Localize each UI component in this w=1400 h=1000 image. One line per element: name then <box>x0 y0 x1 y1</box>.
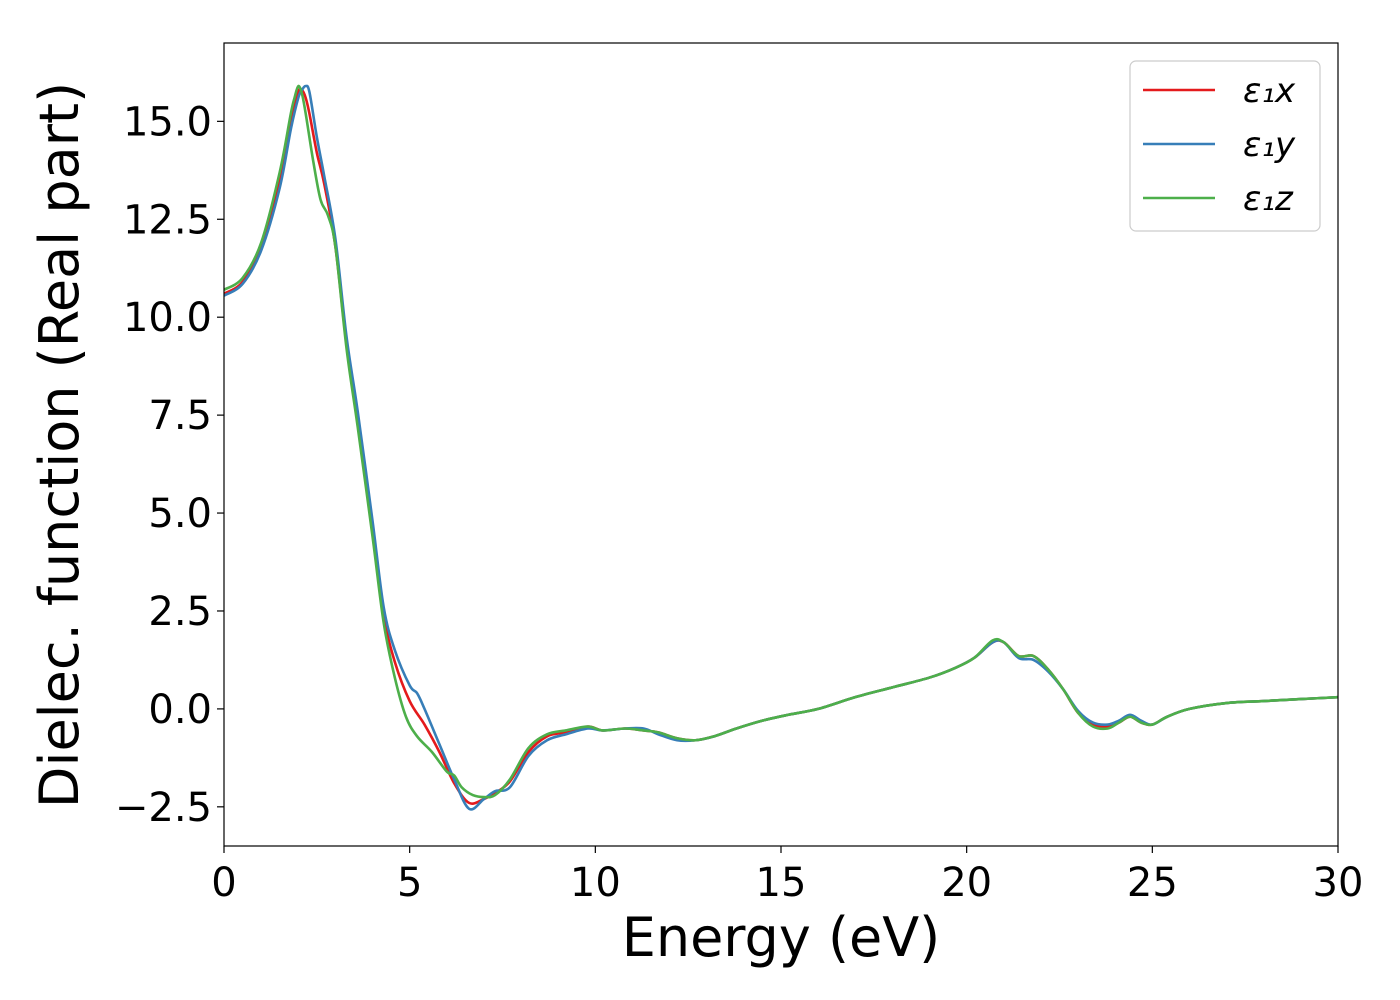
x-tick-label: 0 <box>211 860 236 906</box>
y-tick-label: 0.0 <box>148 687 212 733</box>
x-axis-title: Energy (eV) <box>622 906 941 969</box>
y-tick-label: 12.5 <box>123 197 212 243</box>
y-tick-label: 10.0 <box>123 295 212 341</box>
y-tick-label: 5.0 <box>148 491 212 537</box>
x-tick-label: 5 <box>397 860 422 906</box>
x-axis: 0 5 10 15 20 25 30 <box>211 846 1363 906</box>
series-eps1-z-line <box>224 84 1338 799</box>
legend-label: ε₁z <box>1243 179 1294 219</box>
x-tick-label: 10 <box>570 860 621 906</box>
legend-box <box>1129 60 1321 232</box>
y-tick-label: 2.5 <box>148 589 212 635</box>
y-axis: −2.5 0.0 2.5 5.0 7.5 10.0 12.5 15.0 <box>115 99 224 831</box>
y-tick-label: −2.5 <box>115 785 212 831</box>
legend-items: ε₁x ε₁y ε₁z <box>1143 71 1296 219</box>
legend-label: ε₁y <box>1243 125 1296 165</box>
series-eps1-y-line <box>224 84 1338 811</box>
x-tick-label: 25 <box>1127 860 1178 906</box>
series-layer <box>224 84 1338 811</box>
x-tick-label: 15 <box>756 860 807 906</box>
x-tick-label: 20 <box>941 860 992 906</box>
x-tick-label: 30 <box>1313 860 1364 906</box>
y-tick-label: 15.0 <box>123 99 212 145</box>
legend-label: ε₁x <box>1243 71 1296 111</box>
y-tick-label: 7.5 <box>148 393 212 439</box>
y-axis-title: Dielec. function (Real part) <box>28 82 91 808</box>
legend: ε₁x ε₁y ε₁z <box>1129 60 1321 232</box>
